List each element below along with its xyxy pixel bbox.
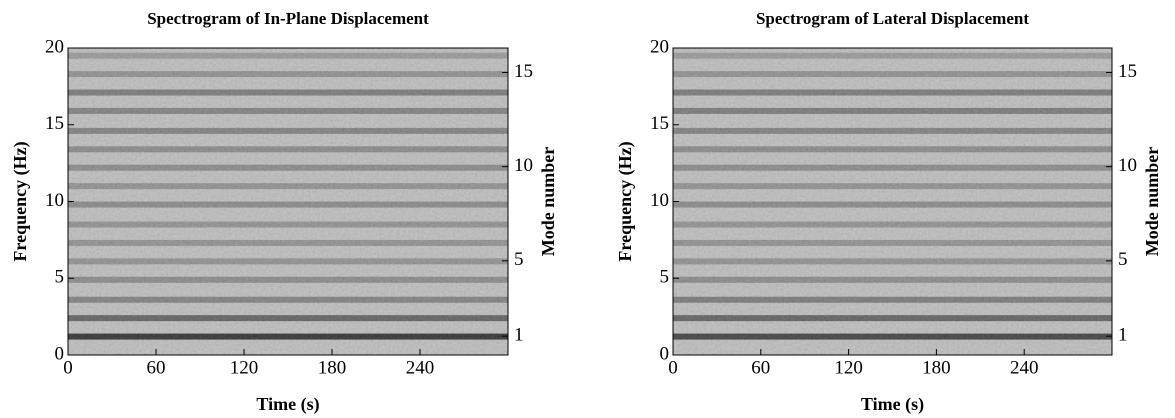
x-tick-label: 120 — [230, 357, 259, 378]
y2-tick-label: 1 — [1118, 325, 1128, 346]
y-tick-label: 15 — [650, 113, 669, 134]
x-tick-label: 60 — [147, 357, 166, 378]
x-tick-label: 0 — [63, 357, 73, 378]
x-tick-label: 240 — [406, 357, 435, 378]
chart-title: Spectrogram of In-Plane Displacement — [147, 9, 429, 28]
x-axis-label: Time (s) — [256, 394, 319, 415]
x-tick-label: 180 — [318, 357, 347, 378]
y-tick-label: 10 — [650, 190, 669, 211]
y-axis-label: Frequency (Hz) — [10, 141, 31, 261]
x-axis-label: Time (s) — [861, 394, 924, 415]
x-tick-label: 180 — [922, 357, 951, 378]
y-tick-label: 20 — [45, 36, 64, 57]
y2-tick-label: 10 — [1118, 155, 1137, 176]
noise-texture — [673, 48, 1112, 355]
y-tick-label: 5 — [55, 267, 65, 288]
y2-tick-label: 5 — [1118, 249, 1128, 270]
y-tick-label: 0 — [660, 343, 670, 364]
y2-axis-label: Mode number — [538, 147, 558, 257]
x-tick-label: 60 — [751, 357, 770, 378]
y-axis-label: Frequency (Hz) — [615, 141, 636, 261]
y-tick-label: 15 — [45, 113, 64, 134]
y2-tick-label: 15 — [514, 61, 533, 82]
y2-tick-label: 15 — [1118, 61, 1137, 82]
chart-title: Spectrogram of Lateral Displacement — [756, 9, 1029, 28]
y2-tick-label: 5 — [514, 249, 524, 270]
y-tick-label: 0 — [55, 343, 65, 364]
y2-tick-label: 10 — [514, 155, 533, 176]
y-tick-label: 20 — [650, 36, 669, 57]
x-tick-label: 120 — [834, 357, 863, 378]
noise-texture — [68, 48, 508, 355]
x-tick-label: 240 — [1010, 357, 1039, 378]
y-tick-label: 10 — [45, 190, 64, 211]
x-tick-label: 0 — [668, 357, 678, 378]
y2-axis-label: Mode number — [1142, 147, 1162, 257]
y2-tick-label: 1 — [514, 325, 524, 346]
y-tick-label: 5 — [660, 267, 670, 288]
